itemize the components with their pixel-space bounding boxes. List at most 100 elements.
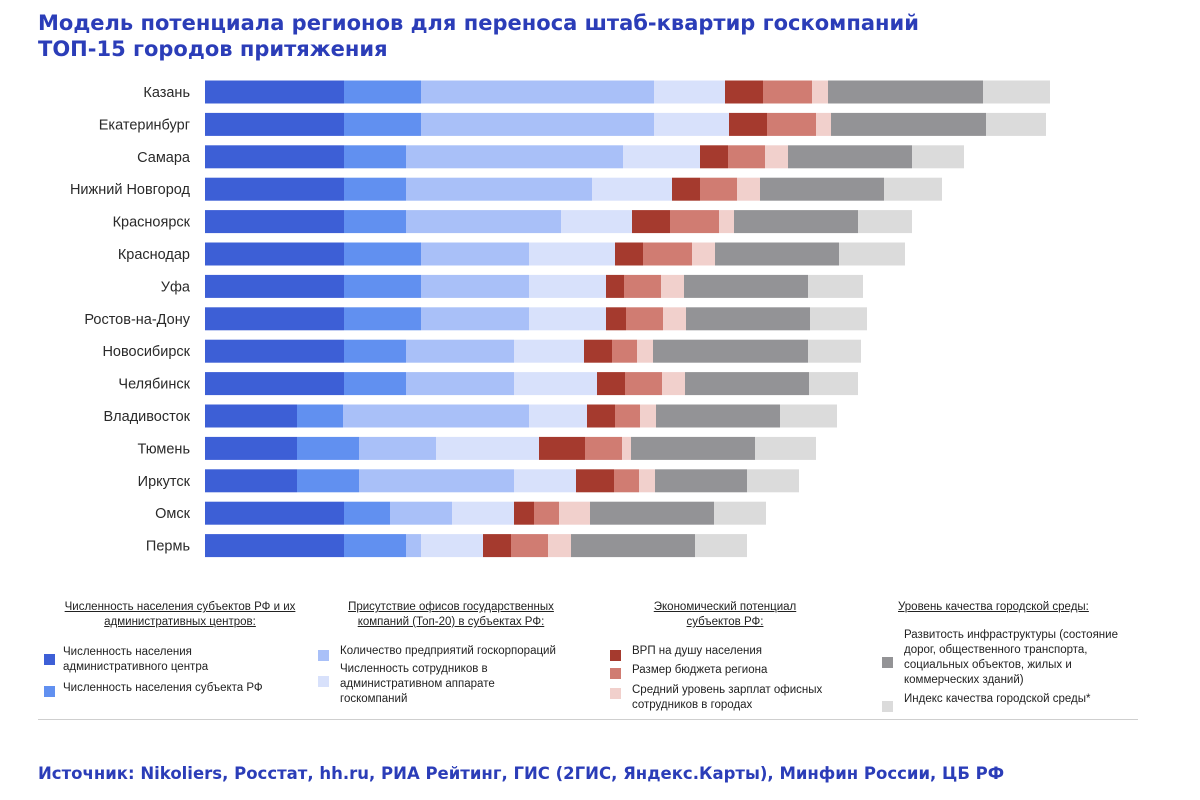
swatch-grp <box>610 650 621 661</box>
bar-segment-budget <box>511 534 548 558</box>
legend-heading-economy: Экономический потенциал субъектов РФ: <box>653 601 797 628</box>
bar-segment-gov-employees <box>592 177 672 201</box>
bar-segment-grp <box>597 372 625 396</box>
bar-segment-grp <box>483 534 511 558</box>
bar-segment-grp <box>606 274 624 298</box>
bar-segment-gov-employees <box>561 210 632 234</box>
swatch-gov-enterprises <box>318 650 329 661</box>
bar-segment-pop-region <box>344 274 421 298</box>
bar-segment-salary <box>637 339 653 363</box>
legend-group-urban: Уровень качества городской среды: Развит… <box>880 600 1140 712</box>
category-label: Красноярск <box>113 215 191 231</box>
bar-segment-gov-employees <box>529 274 606 298</box>
bar-segment-pop-center <box>205 339 344 363</box>
category-label: Уфа <box>161 279 191 295</box>
legend-item-budget: Размер бюджета региона <box>632 664 768 676</box>
swatch-budget <box>610 668 621 679</box>
category-label: Нижний Новгород <box>70 182 191 198</box>
bar-segment-pop-region <box>297 404 343 428</box>
category-label: Омск <box>155 506 190 522</box>
bar-segment-pop-center <box>205 242 344 266</box>
bar-segment-budget <box>624 274 661 298</box>
legend-group-population: Численность населения субъектов РФ и их … <box>44 600 310 697</box>
category-label: Тюмень <box>137 441 190 457</box>
bar-segment-infra <box>686 307 810 331</box>
legend-group-economy: Экономический потенциал субъектов РФ: ВР… <box>610 600 830 711</box>
bar-segment-pop-region <box>344 145 406 169</box>
bar-segment-grp <box>539 436 585 460</box>
bar-segment-grp <box>672 177 700 201</box>
bar-segment-pop-center <box>205 436 297 460</box>
bar-segment-pop-region <box>344 80 421 104</box>
bar-segment-pop-center <box>205 80 344 104</box>
bar-segment-budget <box>670 210 719 234</box>
bar-segment-urban-index <box>983 80 1050 104</box>
bar-segment-budget <box>625 372 662 396</box>
bar-segment-urban-index <box>714 501 766 525</box>
bar-segment-pop-center <box>205 534 344 558</box>
bar-segment-pop-center <box>205 469 297 493</box>
legend-item-gov-enterprises: Количество предприятий госкорпораций <box>340 645 556 657</box>
legend-item-grp: ВРП на душу населения <box>632 645 762 657</box>
bar-segment-pop-region <box>344 242 421 266</box>
bar-segment-urban-index <box>695 534 747 558</box>
bar-segment-salary <box>559 501 590 525</box>
bar-segment-pop-region <box>344 210 406 234</box>
swatch-pop-region <box>44 686 55 697</box>
bar-segment-salary <box>816 112 831 136</box>
bar-segment-pop-center <box>205 112 344 136</box>
bar-segment-gov-enterprises <box>359 469 514 493</box>
bar-segment-urban-index <box>912 145 964 169</box>
bar-segment-pop-center <box>205 145 344 169</box>
bar-segment-grp <box>576 469 614 493</box>
bar-segment-pop-center <box>205 372 344 396</box>
legend-item-gov-employees: Численность сотрудников в административн… <box>340 663 495 705</box>
swatch-gov-employees <box>318 676 329 687</box>
bar-segment-pop-center <box>205 501 344 525</box>
bar-segment-pop-region <box>297 436 359 460</box>
bar-segment-salary <box>663 307 686 331</box>
bar-segment-salary <box>548 534 571 558</box>
bar-segment-pop-center <box>205 307 344 331</box>
bar-segment-infra <box>655 469 747 493</box>
bar-segment-budget <box>767 112 816 136</box>
bar-segment-gov-enterprises <box>421 80 654 104</box>
bar-segment-salary <box>662 372 685 396</box>
chart-title: Модель потенциала регионов для переноса … <box>38 10 919 62</box>
bar-segment-gov-enterprises <box>421 307 529 331</box>
bar-segment-infra <box>685 372 809 396</box>
bar-segment-gov-employees <box>421 534 483 558</box>
bar-segment-budget <box>585 436 622 460</box>
source-note: Источник: Nikoliers, Росстат, hh.ru, РИА… <box>38 764 1005 783</box>
bar-segment-gov-employees <box>654 80 725 104</box>
bar-segment-infra <box>631 436 755 460</box>
bar-segment-budget <box>534 501 559 525</box>
bar-segment-grp <box>584 339 612 363</box>
swatch-urban-index <box>882 701 893 712</box>
bar-segment-infra <box>656 404 780 428</box>
bar-segment-urban-index <box>808 339 861 363</box>
bar-segment-budget <box>615 404 640 428</box>
legend-heading-gov-offices: Присутствие офисов государственных компа… <box>348 601 554 628</box>
bar-segment-gov-employees <box>654 112 729 136</box>
bar-segment-gov-enterprises <box>343 404 529 428</box>
bar-segment-urban-index <box>839 242 905 266</box>
divider <box>38 719 1138 720</box>
bar-segment-pop-region <box>344 501 390 525</box>
bar-segment-pop-center <box>205 210 344 234</box>
bar-segment-gov-employees <box>529 307 606 331</box>
bar-segment-budget <box>612 339 637 363</box>
bar-segment-urban-index <box>858 210 912 234</box>
bar-segment-salary <box>622 436 631 460</box>
bar-segment-salary <box>661 274 684 298</box>
bar-segment-gov-employees <box>529 404 587 428</box>
bar-segment-grp <box>514 501 534 525</box>
bar-segment-urban-index <box>780 404 837 428</box>
bar-segment-budget <box>626 307 663 331</box>
bar-segment-grp <box>587 404 615 428</box>
bar-segment-pop-region <box>297 469 359 493</box>
bar-segment-infra <box>684 274 808 298</box>
bar-segment-pop-region <box>344 307 421 331</box>
bar-segment-gov-enterprises <box>406 177 592 201</box>
bar-segment-grp <box>615 242 643 266</box>
